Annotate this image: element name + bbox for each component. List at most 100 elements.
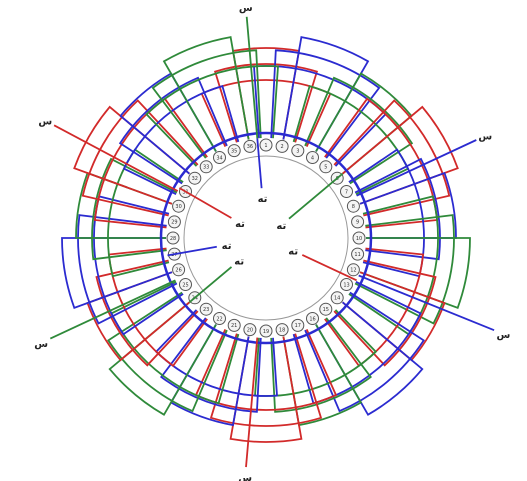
slot-number-10: 10 xyxy=(356,236,362,242)
end-label-5: ته xyxy=(234,257,244,268)
end-lead-5 xyxy=(188,266,233,303)
slot-number-2: 2 xyxy=(281,144,284,150)
coil-red-9-2 xyxy=(229,336,303,443)
slot-2 xyxy=(275,139,289,153)
coil-blue-7-1 xyxy=(304,291,425,413)
coil-blue-1-2 xyxy=(282,36,370,152)
coil-red-0-2 xyxy=(231,47,301,140)
coil-groups xyxy=(61,36,471,443)
coil-blue-4-1 xyxy=(354,157,441,261)
slot-23 xyxy=(199,302,213,316)
coil-green-11-1 xyxy=(107,291,228,413)
end-lead-3 xyxy=(167,245,217,257)
slot-30 xyxy=(172,199,186,213)
coil-red-6-1 xyxy=(333,259,437,367)
slot-number-23: 23 xyxy=(203,307,209,313)
slot-number-22: 22 xyxy=(216,316,222,322)
coil-green-11-2 xyxy=(108,301,217,416)
slot-number-15: 15 xyxy=(323,307,329,313)
end-label-6: ته xyxy=(258,194,268,205)
slot-number-30: 30 xyxy=(175,204,181,210)
coil-green-8-1 xyxy=(270,317,372,413)
end-label-4: ته xyxy=(288,247,298,258)
slot-29 xyxy=(167,215,181,229)
slot-number-16: 16 xyxy=(309,316,315,322)
coil-green-17-2 xyxy=(162,36,250,152)
slot-number-32: 32 xyxy=(192,176,198,182)
slot-7 xyxy=(340,185,353,198)
slot-number-14: 14 xyxy=(334,296,340,302)
coil-red-3-2 xyxy=(342,105,459,205)
slot-12 xyxy=(346,263,360,277)
slot-number-13: 13 xyxy=(343,282,349,288)
start-label-1: س xyxy=(238,473,252,481)
start-lead-3 xyxy=(356,139,477,197)
coil-red-9-1 xyxy=(209,333,323,427)
start-label-6: س xyxy=(496,330,510,341)
slot-number-4: 4 xyxy=(311,155,314,161)
slot-9 xyxy=(351,215,365,229)
slot-20 xyxy=(243,323,257,337)
slot-8 xyxy=(346,199,360,213)
slot-number-34: 34 xyxy=(216,155,222,161)
start-lead-6 xyxy=(358,274,495,332)
slot-number-1: 1 xyxy=(264,143,267,149)
start-label-4: س xyxy=(38,117,52,128)
coil-green-5-0 xyxy=(348,195,439,336)
coil-blue-13-2 xyxy=(61,237,173,309)
coil-blue-16-0 xyxy=(122,84,240,196)
coil-green-2-1 xyxy=(304,76,414,185)
start-lead-1 xyxy=(245,337,259,468)
slot-number-25: 25 xyxy=(182,282,188,288)
coil-red-15-1 xyxy=(81,99,199,217)
slot-number-20: 20 xyxy=(247,327,253,333)
slot-33 xyxy=(199,160,213,174)
coil-red-3-1 xyxy=(333,99,451,217)
end-lead-6 xyxy=(256,138,263,189)
terminal-leads xyxy=(49,16,495,468)
stator-inner-ring xyxy=(183,155,349,321)
slot-36 xyxy=(243,139,257,153)
slot-19 xyxy=(259,324,273,338)
slot-16 xyxy=(306,312,319,325)
slot-number-33: 33 xyxy=(203,165,209,171)
start-lead-4 xyxy=(53,124,179,192)
slot-number-28: 28 xyxy=(170,236,176,242)
slot-number-35: 35 xyxy=(231,148,237,154)
slot-15 xyxy=(319,302,333,316)
coil-blue-10-1 xyxy=(160,317,262,413)
slot-34 xyxy=(213,151,226,164)
start-label-3: س xyxy=(478,132,492,143)
coil-green-17-1 xyxy=(151,49,262,159)
slot-number-26: 26 xyxy=(175,268,181,274)
slot-number-5: 5 xyxy=(324,165,327,171)
slot-10 xyxy=(352,231,366,245)
slot-number-12: 12 xyxy=(350,268,356,274)
slot-number-18: 18 xyxy=(279,327,285,333)
slot-22 xyxy=(213,312,226,325)
coil-green-5-1 xyxy=(354,214,455,325)
stator-core: 1234567891011121314151617181920212223242… xyxy=(159,131,373,345)
slot-number-9: 9 xyxy=(356,220,359,226)
end-lead-2 xyxy=(288,173,344,220)
slot-4 xyxy=(306,151,319,164)
slot-14 xyxy=(330,291,344,305)
end-label-3: ته xyxy=(222,241,232,252)
coil-red-15-2 xyxy=(73,105,190,205)
slot-11 xyxy=(351,247,365,261)
slot-number-19: 19 xyxy=(263,329,269,335)
slot-26 xyxy=(172,263,186,277)
coil-blue-16-1 xyxy=(118,76,228,185)
slot-17 xyxy=(291,318,305,332)
start-label-5: س xyxy=(34,339,48,350)
slot-25 xyxy=(179,278,192,291)
slot-13 xyxy=(340,278,353,291)
start-lead-5 xyxy=(49,279,176,340)
coil-red-0-1 xyxy=(213,63,319,143)
end-lead-4 xyxy=(301,254,357,282)
stator-outer-ring xyxy=(159,131,373,345)
slot-number-29: 29 xyxy=(171,220,177,226)
coil-green-17-0 xyxy=(145,65,279,167)
end-label-1: ته xyxy=(235,219,245,230)
